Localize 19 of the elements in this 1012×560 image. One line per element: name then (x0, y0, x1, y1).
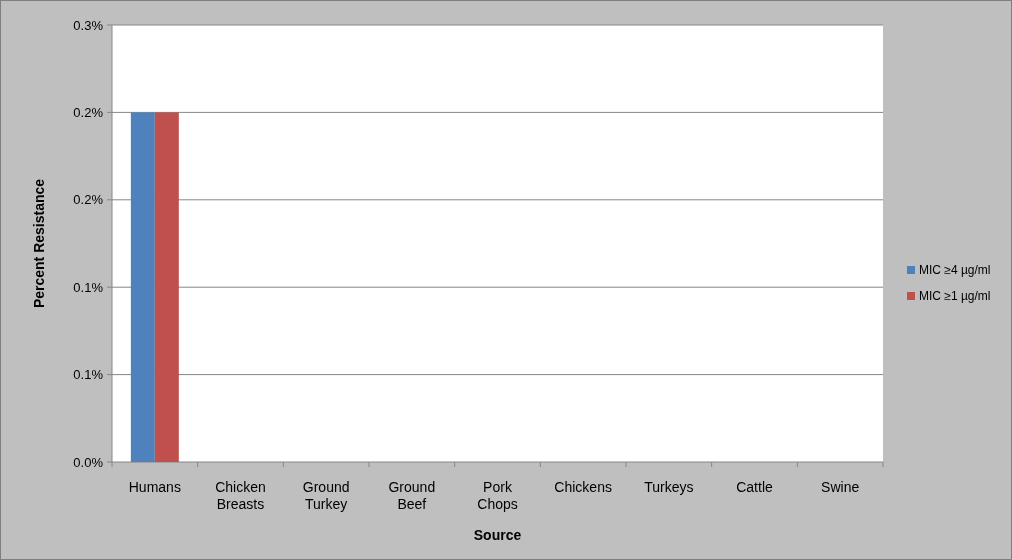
x-tick-label: Ground Beef (388, 479, 436, 512)
x-tick-label: Chicken Breasts (215, 479, 266, 512)
y-tick-label: 0.1% (73, 279, 104, 295)
y-tick-label: 0.1% (73, 367, 104, 383)
y-tick-label: 0.2% (73, 192, 104, 208)
legend-label: MIC ≥4 µg/ml (919, 263, 991, 278)
x-tick-label: Swine (821, 479, 860, 495)
y-tick-label: 0.2% (73, 104, 104, 120)
y-axis-title: Percent Resistance (31, 178, 47, 309)
legend-label: MIC ≥1 µg/ml (919, 289, 991, 304)
x-axis-title: Source (473, 527, 522, 543)
x-tick-label: Ground Turkey (302, 479, 350, 512)
x-tick-label: Turkeys (644, 479, 694, 495)
x-tick-label: Humans (128, 479, 181, 495)
x-tick-label: Pork Chops (477, 479, 518, 512)
y-tick-label: 0.3% (73, 17, 104, 33)
x-tick-label: Cattle (736, 479, 773, 495)
y-tick-label: 0.0% (73, 454, 104, 470)
x-tick-label: Chickens (554, 479, 612, 495)
